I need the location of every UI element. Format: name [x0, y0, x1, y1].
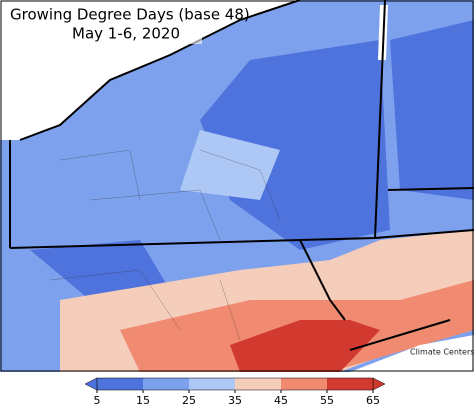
colorbar-segment [97, 378, 143, 390]
colorbar-segment [189, 378, 235, 390]
border [19, 0, 301, 141]
colorbar-label: 65 [366, 394, 380, 407]
colorbar-label: 25 [182, 394, 196, 407]
cold-region [390, 20, 474, 200]
map-frame [0, 0, 474, 372]
colorbar-label: 15 [136, 394, 150, 407]
hot-region [230, 320, 380, 372]
colorbar-segment [281, 378, 327, 390]
state-border [374, 229, 474, 239]
ocean [350, 335, 474, 372]
mild-region [180, 130, 280, 200]
long-island [349, 319, 451, 351]
credit: Climate Centers [410, 348, 474, 357]
map-title: Growing Degree Days (base 48) [10, 6, 250, 24]
state-border [9, 238, 346, 321]
cold-region [30, 240, 170, 300]
colorbar-label: 35 [228, 394, 242, 407]
state-border [387, 187, 474, 191]
colorbar-extend [84, 377, 98, 391]
map-subtitle: May 1-6, 2020 [72, 25, 180, 43]
colorbar-extend [372, 377, 386, 391]
county-lines [49, 149, 281, 341]
map: Growing Degree Days (base 48) May 1-6, 2… [0, 0, 474, 372]
title-backdrop [2, 2, 202, 44]
colorbar-label: 45 [274, 394, 288, 407]
colorbar-label: 55 [320, 394, 334, 407]
colorbar-segment [143, 378, 189, 390]
colorbar: 5 15 25 35 45 55 65 [84, 377, 386, 407]
colorbar-label: 5 [94, 394, 101, 407]
colorbar-segment [327, 378, 373, 390]
colorbar-segment [235, 378, 281, 390]
